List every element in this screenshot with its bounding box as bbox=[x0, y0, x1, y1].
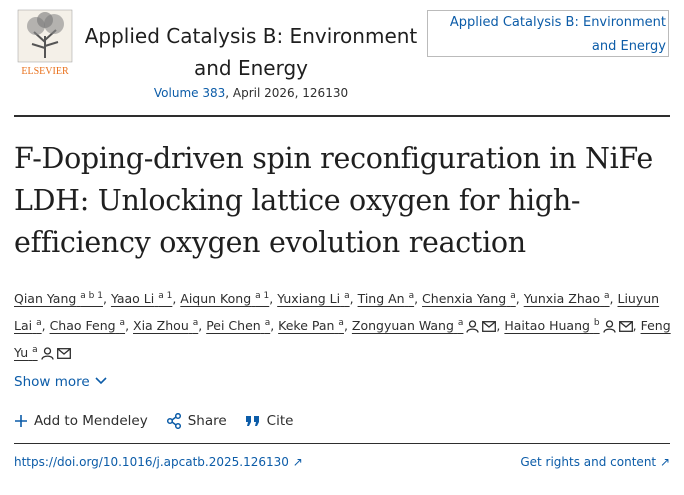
author-list: Qian Yang a b 1, Yaao Li a 1, Aiqun Kong… bbox=[14, 291, 671, 361]
author[interactable]: Liuyun Lai a bbox=[14, 291, 659, 333]
author-name: Aiqun Kong bbox=[180, 291, 252, 307]
author-name: Ting An bbox=[357, 291, 405, 307]
volume-info: Volume 383, April 2026, 126130 bbox=[78, 86, 424, 100]
author[interactable]: Feng Yu a bbox=[14, 318, 671, 360]
chevron bbox=[95, 377, 107, 385]
affiliation: a bbox=[344, 291, 350, 301]
divider bbox=[14, 115, 670, 117]
affiliation: a bbox=[338, 318, 344, 329]
author-name: Qian Yang bbox=[14, 291, 77, 307]
affiliation: a bbox=[32, 345, 38, 356]
rights-text: Get rights and content bbox=[520, 455, 657, 469]
doi-link[interactable]: https://doi.org/10.1016/j.apcatb.2025.12… bbox=[14, 455, 303, 469]
author-name: Yaao Li bbox=[110, 291, 155, 307]
mail-icon bbox=[482, 321, 497, 333]
author-name: Zongyuan Wang bbox=[351, 318, 454, 334]
action-label: Cite bbox=[266, 413, 294, 429]
author[interactable]: Yaao Li a 1 bbox=[111, 291, 172, 306]
author-name: Feng Yu bbox=[14, 318, 671, 361]
cover-alt: Applied Catalysis B: Environment and Ene… bbox=[449, 15, 666, 54]
affiliation: b bbox=[593, 318, 600, 329]
author-name: Liuyun Lai bbox=[14, 291, 660, 334]
person-icon bbox=[602, 320, 616, 333]
journal-title[interactable]: Applied Catalysis B: Environment and Ene… bbox=[84, 24, 418, 80]
author-name: Yunxia Zhao bbox=[523, 291, 601, 307]
cite-icon bbox=[245, 416, 259, 426]
author[interactable]: Pei Chen a bbox=[206, 318, 270, 333]
issue-info: , April 2026, 126130 bbox=[225, 86, 349, 100]
author[interactable]: Qian Yang a b 1 bbox=[14, 291, 103, 306]
author[interactable]: Aiqun Kong a 1 bbox=[180, 291, 269, 306]
action-label: Add to Mendeley bbox=[34, 413, 148, 429]
affiliation: a bbox=[510, 291, 516, 301]
author[interactable]: Chenxia Yang a bbox=[422, 291, 516, 306]
person-icon bbox=[466, 320, 480, 333]
article-title: F-Doping-driven spin reconfiguration in … bbox=[14, 142, 653, 259]
action-bar: Add to Mendeley Share Cite bbox=[14, 413, 293, 429]
author[interactable]: Yuxiang Li a bbox=[277, 291, 349, 306]
volume-link[interactable]: Volume 383 bbox=[153, 86, 226, 100]
doi-text: https://doi.org/10.1016/j.apcatb.2025.12… bbox=[14, 455, 289, 469]
author[interactable]: Chao Feng a bbox=[50, 318, 126, 333]
affiliation: a bbox=[119, 318, 126, 329]
plus-icon bbox=[15, 415, 27, 427]
publisher-name: ELSEVIER bbox=[21, 66, 69, 77]
affiliation: a bbox=[408, 291, 415, 301]
author[interactable]: Yunxia Zhao a bbox=[524, 291, 610, 306]
show-more-text: Show more bbox=[14, 374, 90, 390]
mail-icon bbox=[56, 348, 71, 360]
author[interactable]: Keke Pan a bbox=[278, 318, 344, 333]
author-name: Yuxiang Li bbox=[277, 291, 341, 307]
author[interactable]: Zongyuan Wang a bbox=[352, 318, 497, 333]
publisher-logo[interactable]: ELSEVIER bbox=[14, 8, 76, 78]
show-more[interactable]: Show more bbox=[14, 374, 108, 390]
affiliation: a b 1 bbox=[80, 291, 103, 301]
affiliation: a 1 bbox=[158, 291, 173, 301]
cite-button[interactable]: Cite bbox=[245, 413, 294, 429]
author-name: Chenxia Yang bbox=[422, 291, 507, 307]
author[interactable]: Ting An a bbox=[358, 291, 415, 306]
affiliation: a bbox=[457, 318, 464, 329]
affiliation: a bbox=[192, 318, 199, 329]
rights-link[interactable]: Get rights and content ↗ bbox=[520, 455, 670, 469]
affiliation: a 1 bbox=[255, 291, 270, 301]
affiliation: a bbox=[264, 318, 271, 329]
author-name: Chao Feng bbox=[49, 318, 116, 334]
action-label: Share bbox=[187, 413, 227, 429]
author-name: Haitao Huang bbox=[504, 318, 590, 334]
author-name: Keke Pan bbox=[278, 318, 335, 334]
mendeley-button[interactable]: Add to Mendeley bbox=[14, 413, 148, 429]
share-button[interactable]: Share bbox=[166, 413, 227, 429]
mail-icon bbox=[618, 321, 633, 333]
affiliation: a bbox=[604, 291, 610, 301]
author[interactable]: Haitao Huang b bbox=[504, 318, 633, 334]
author[interactable]: Xia Zhou a bbox=[133, 318, 198, 333]
divider bbox=[14, 443, 670, 444]
author-name: Xia Zhou bbox=[133, 318, 189, 334]
affiliation: a bbox=[36, 318, 42, 329]
share-icon bbox=[166, 413, 181, 429]
cover-image[interactable]: Applied Catalysis B: Environment and Ene… bbox=[427, 10, 669, 57]
person-icon bbox=[40, 347, 54, 361]
author-name: Pei Chen bbox=[206, 318, 261, 334]
